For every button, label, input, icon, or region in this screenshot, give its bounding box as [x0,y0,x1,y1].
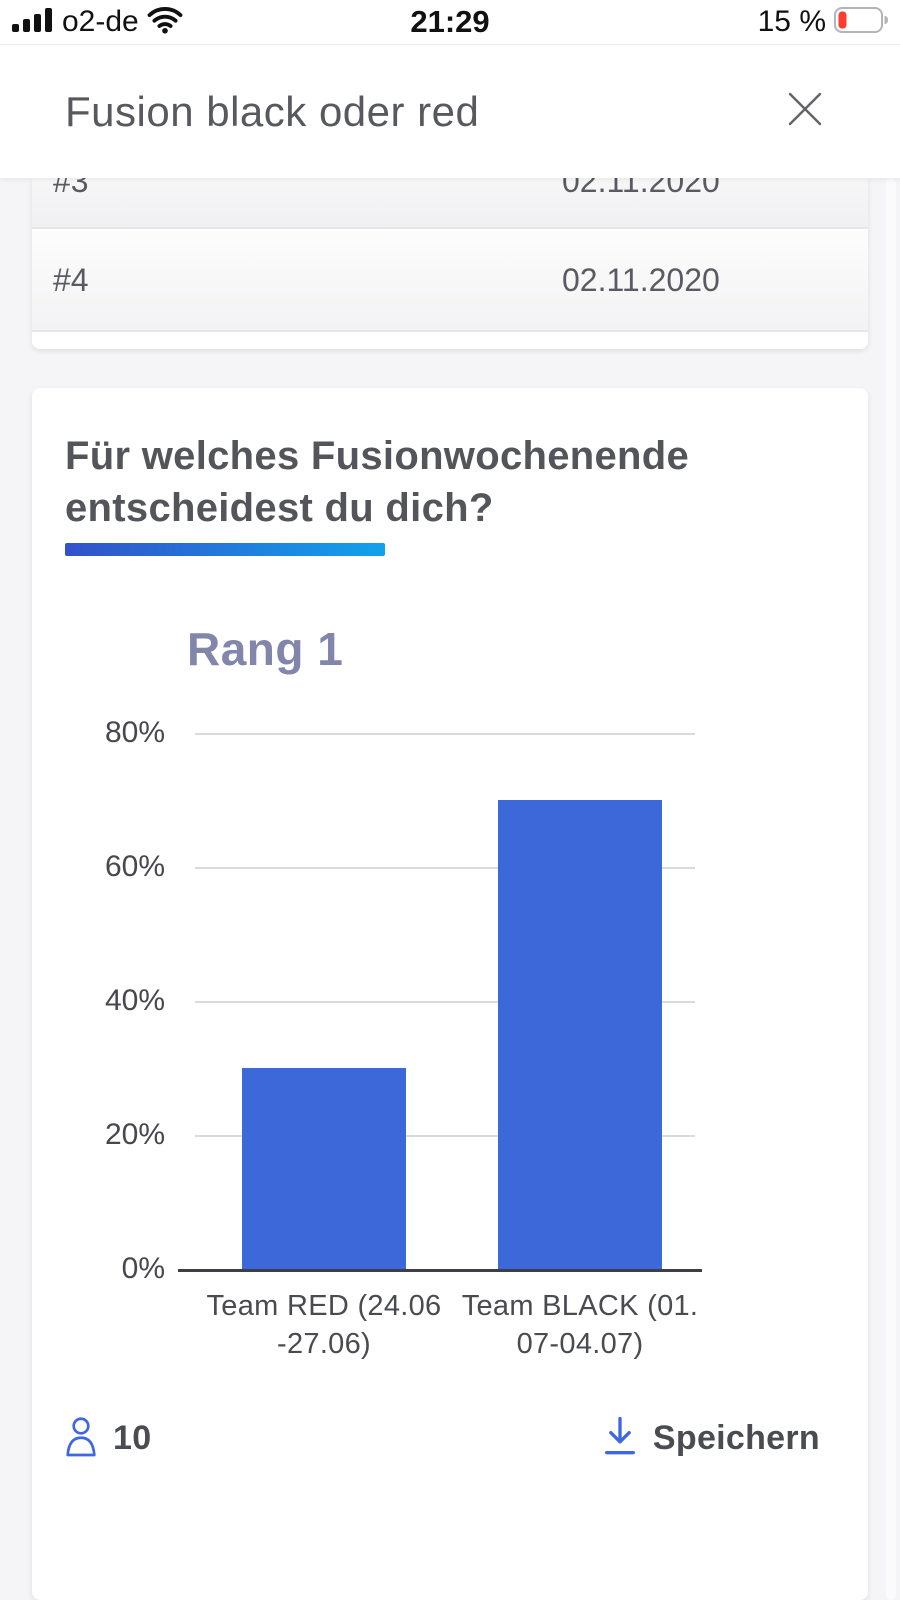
scrollbar[interactable] [886,178,896,1600]
bar-2 [498,800,662,1269]
y-axis-tick-label: 60% [104,850,165,883]
x-axis-label: Team RED (24.06 -27.06) [206,1290,442,1360]
votes-counter: 10 [62,1414,151,1463]
users-icon [62,1414,100,1463]
download-icon [600,1413,640,1464]
list-item-partial [32,332,868,349]
gridline [195,867,695,869]
chart-title: Rang 1 [187,623,344,675]
list-item[interactable]: #4 02.11.2020 [32,229,868,330]
row-rank: #4 [53,262,89,298]
list-item[interactable]: #3 02.11.2020 [32,178,868,227]
poll-footer: 10 Speichern [62,1414,820,1462]
row-divider [32,330,868,332]
x-axis-label: Team BLACK (01. 07-04.07) [461,1290,699,1360]
history-card: #3 02.11.2020 #4 02.11.2020 [32,178,868,349]
y-axis-tick-label: 80% [104,716,165,749]
row-date: 02.11.2020 [562,178,720,199]
save-button[interactable]: Speichern [600,1413,820,1464]
bar-1 [242,1068,406,1269]
modal-title: Fusion black oder red [65,87,480,135]
y-axis-tick-label: 40% [104,984,165,1017]
gridline [195,1001,695,1003]
poll-question: Für welches Fusionwochenende entscheides… [65,434,690,530]
battery-percent: 15 % [757,5,826,38]
wifi-icon [147,6,183,39]
close-button[interactable] [782,89,828,135]
close-icon [783,87,827,136]
clock: 21:29 [410,4,490,39]
signal-strength-icon [12,6,54,39]
row-rank: #3 [53,178,89,199]
y-axis-tick-label: 20% [104,1118,165,1151]
save-label: Speichern [652,1418,820,1457]
question-underline [65,543,385,556]
gridline [195,1135,695,1137]
battery-icon [834,6,890,38]
carrier-label: o2-de [62,5,139,38]
status-bar: o2-de 21:29 15 % [0,0,900,44]
bar-chart: 0% 20% 40% 60% 80% Team RED (24.06 -27.06) Tea… [32,388,868,1600]
row-date: 02.11.2020 [562,262,720,298]
gridline [195,733,695,735]
y-axis-tick-label: 0% [121,1252,165,1285]
poll-card: Für welches Fusionwochenende entscheides… [32,388,868,1600]
votes-count: 10 [113,1418,152,1457]
x-axis-line [178,1269,702,1272]
modal-header: Fusion black oder red [0,44,900,178]
row-divider [32,227,868,229]
